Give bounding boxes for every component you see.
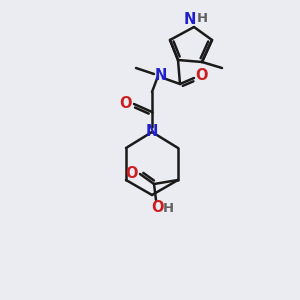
Text: O: O [151,200,163,215]
Text: N: N [146,124,158,140]
Text: N: N [184,11,196,26]
Text: H: H [162,202,174,214]
Text: N: N [155,68,167,82]
Text: O: O [126,166,138,181]
Text: O: O [196,68,208,83]
Text: H: H [196,13,208,26]
Text: O: O [120,97,132,112]
